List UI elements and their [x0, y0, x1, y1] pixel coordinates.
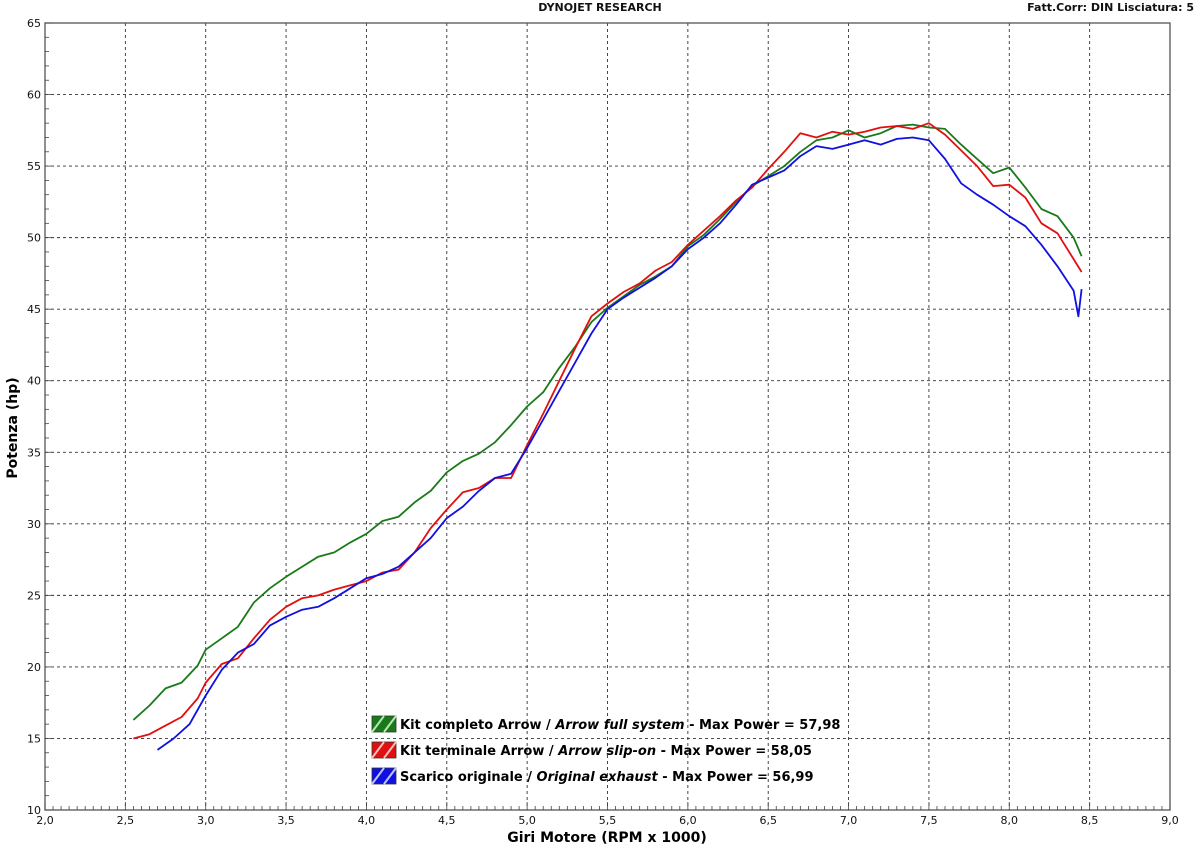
y-tick-label: 55	[27, 160, 41, 173]
legend-series-name-en: Arrow full system	[554, 718, 684, 733]
axis-ticks: 2,0 2,5 3,0 3,5 4,0 4,5 5,0 5,5 6,0 6,5 7,0 7,5 8,0 8…	[27, 17, 1179, 827]
y-tick-label: 10	[27, 804, 41, 817]
legend-swatch-mark	[371, 767, 397, 785]
x-tick-label: 4,5	[438, 814, 456, 827]
chart-title: DYNOJET RESEARCH	[538, 1, 662, 14]
legend-series-name: Kit completo Arrow	[400, 718, 542, 733]
correction-info: Fatt.Corr: DIN Lisciatura: 5	[1027, 1, 1194, 14]
legend-max-power: Max Power = 58,05	[671, 744, 812, 759]
y-tick-label: 60	[27, 89, 41, 102]
x-tick-label: 7,5	[920, 814, 938, 827]
x-tick-label: 3,0	[197, 814, 215, 827]
x-tick-label: 6,5	[759, 814, 777, 827]
legend-swatch	[371, 715, 397, 733]
y-tick-label: 45	[27, 303, 41, 316]
legend-series-name: Kit terminale Arrow	[400, 744, 544, 759]
y-tick-label: 15	[27, 732, 41, 745]
legend-text: Kit completo Arrow / Arrow full system -…	[400, 718, 840, 733]
legend-series-name-en: Arrow slip-on	[557, 744, 656, 759]
y-tick-label: 30	[27, 518, 41, 531]
legend-text: Scarico originale / Original exhaust - M…	[400, 770, 814, 785]
x-tick-label: 2,5	[117, 814, 135, 827]
series-lines	[132, 122, 1083, 751]
y-axis-label: Potenza (hp)	[5, 377, 21, 478]
y-tick-label: 20	[27, 661, 41, 674]
y-tick-label: 50	[27, 232, 41, 245]
x-tick-label: 5,5	[599, 814, 617, 827]
x-tick-label: 5,0	[518, 814, 536, 827]
legend-series-name-en: Original exhaust	[537, 770, 659, 785]
legend-item: Scarico originale / Original exhaust - M…	[371, 767, 814, 785]
legend-swatch	[371, 767, 397, 785]
y-tick-label: 65	[27, 17, 41, 30]
series-line	[133, 122, 1083, 740]
x-tick-label: 2,0	[36, 814, 54, 827]
x-tick-label: 3,5	[277, 814, 295, 827]
legend-max-power: Max Power = 56,99	[672, 770, 813, 785]
x-tick-label: 4,0	[358, 814, 376, 827]
legend-swatch-mark	[371, 741, 397, 759]
x-tick-label: 8,5	[1081, 814, 1099, 827]
series-line	[132, 123, 1083, 721]
y-tick-label: 25	[27, 589, 41, 602]
legend-text: Kit terminale Arrow / Arrow slip-on - Ma…	[400, 744, 812, 759]
x-axis-label: Giri Motore (RPM x 1000)	[507, 830, 707, 846]
legend-swatch-mark	[371, 715, 397, 733]
x-tick-label: 6,0	[679, 814, 697, 827]
legend-series-name: Scarico originale	[400, 770, 523, 785]
legend-item: Kit terminale Arrow / Arrow slip-on - Ma…	[371, 741, 812, 759]
legend-max-power: Max Power = 57,98	[699, 718, 840, 733]
legend-swatch	[371, 741, 397, 759]
x-tick-label: 8,0	[1001, 814, 1019, 827]
x-tick-label: 7,0	[840, 814, 858, 827]
series-line	[156, 136, 1083, 751]
legend: Kit completo Arrow / Arrow full system -…	[371, 715, 840, 785]
grid	[45, 23, 1170, 810]
x-tick-label: 9,0	[1161, 814, 1179, 827]
legend-item: Kit completo Arrow / Arrow full system -…	[371, 715, 840, 733]
y-tick-label: 40	[27, 375, 41, 388]
y-tick-label: 35	[27, 446, 41, 459]
